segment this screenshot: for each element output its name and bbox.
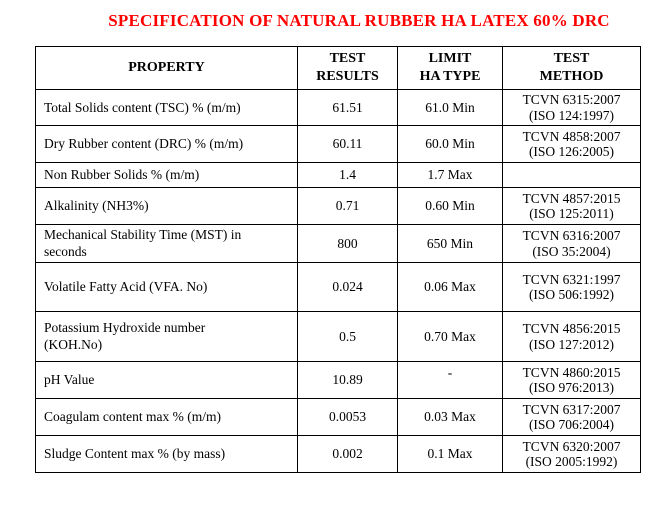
test-method-line-2: (ISO 127:2012) <box>528 336 615 352</box>
test-method-cell: TCVN 6321:1997 (ISO 506:1992) <box>502 262 641 313</box>
test-method-cell: TCVN 6316:2007 (ISO 35:2004) <box>502 224 641 264</box>
test-method-cell: TCVN 6315:2007 (ISO 124:1997) <box>502 89 641 127</box>
test-method-line-1: TCVN 6321:1997 <box>522 271 621 287</box>
table-row: Mechanical Stability Time (MST) in secon… <box>35 224 641 264</box>
property-line-1: Sludge Content max % (by mass) <box>44 446 226 462</box>
table-row: Potassium Hydroxide number (KOH.No) 0.5 … <box>35 311 641 363</box>
header-property: PROPERTY <box>35 46 298 91</box>
property-line-2: seconds <box>44 243 87 259</box>
limit-cell: 61.0 Min <box>397 89 503 127</box>
test-result-cell: 800 <box>297 224 398 264</box>
header-test-method-line1: TEST <box>553 51 590 67</box>
limit-cell: 1.7 Max <box>397 162 503 189</box>
property-cell: Mechanical Stability Time (MST) in secon… <box>35 224 298 264</box>
limit-cell: 0.03 Max <box>397 398 503 437</box>
property-cell: pH Value <box>35 361 298 400</box>
property-cell: Dry Rubber content (DRC) % (m/m) <box>35 125 298 164</box>
property-cell: Sludge Content max % (by mass) <box>35 435 298 474</box>
property-line-1: Alkalinity (NH3%) <box>44 198 149 214</box>
test-method-line-2: (ISO 506:1992) <box>528 287 615 303</box>
test-method-cell: TCVN 4860:2015 (ISO 976:2013) <box>502 361 641 400</box>
test-method-cell: TCVN 4858:2007 (ISO 126:2005) <box>502 125 641 164</box>
test-result-cell: 10.89 <box>297 361 398 400</box>
test-method-line-2: (ISO 706:2004) <box>528 417 615 433</box>
page: SPECIFICATION OF NATURAL RUBBER HA LATEX… <box>35 11 641 474</box>
test-method-line-1: TCVN 4858:2007 <box>522 128 621 144</box>
test-method-line-2: (ISO 976:2013) <box>528 380 615 396</box>
header-limit-line1: LIMIT <box>428 51 472 67</box>
property-line-1: Mechanical Stability Time (MST) in <box>44 227 242 243</box>
table-row: pH Value 10.89 - TCVN 4860:2015 (ISO 976… <box>35 361 641 400</box>
property-cell: Non Rubber Solids % (m/m) <box>35 162 298 189</box>
header-test-results: TEST RESULTS <box>297 46 398 91</box>
test-method-line-2: (ISO 124:1997) <box>528 107 615 123</box>
test-method-cell <box>502 162 641 189</box>
header-test-method-line2: METHOD <box>539 69 604 85</box>
header-test-results-line2: RESULTS <box>316 69 379 85</box>
test-method-line-1: TCVN 6317:2007 <box>522 401 621 417</box>
spec-table: PROPERTY TEST RESULTS LIMIT HA TYPE TEST… <box>35 46 641 474</box>
test-method-line-1: TCVN 6316:2007 <box>522 228 621 244</box>
test-result-cell: 0.5 <box>297 311 398 363</box>
test-method-line-2: (ISO 126:2005) <box>528 144 615 160</box>
property-cell: Alkalinity (NH3%) <box>35 187 298 226</box>
property-line-1: Potassium Hydroxide number <box>44 320 206 336</box>
test-method-line-1: TCVN 4857:2015 <box>522 190 621 206</box>
test-result-cell: 0.002 <box>297 435 398 474</box>
test-result-cell: 60.11 <box>297 125 398 164</box>
property-line-1: Dry Rubber content (DRC) % (m/m) <box>44 136 244 152</box>
property-line-1: Coagulam content max % (m/m) <box>44 409 221 425</box>
limit-cell: - <box>397 361 503 400</box>
test-result-cell: 0.0053 <box>297 398 398 437</box>
table-row: Coagulam content max % (m/m) 0.0053 0.03… <box>35 398 641 437</box>
test-method-line-1: TCVN 6315:2007 <box>522 92 621 108</box>
property-line-1: Non Rubber Solids % (m/m) <box>44 167 200 183</box>
limit-cell: 0.70 Max <box>397 311 503 363</box>
test-result-cell: 61.51 <box>297 89 398 127</box>
test-result-cell: 0.71 <box>297 187 398 226</box>
limit-cell: 0.1 Max <box>397 435 503 474</box>
limit-cell: 0.06 Max <box>397 262 503 313</box>
header-test-method: TEST METHOD <box>502 46 641 91</box>
property-line-2: (KOH.No) <box>44 336 103 352</box>
page-title: SPECIFICATION OF NATURAL RUBBER HA LATEX… <box>108 11 610 30</box>
table-row: Volatile Fatty Acid (VFA. No) 0.024 0.06… <box>35 262 641 313</box>
test-method-line-1: TCVN 6320:2007 <box>522 438 621 454</box>
table-row: Total Solids content (TSC) % (m/m) 61.51… <box>35 89 641 127</box>
table-body: Total Solids content (TSC) % (m/m) 61.51… <box>35 89 641 474</box>
table-row: Sludge Content max % (by mass) 0.002 0.1… <box>35 435 641 474</box>
test-result-cell: 1.4 <box>297 162 398 189</box>
table-header-row: PROPERTY TEST RESULTS LIMIT HA TYPE TEST… <box>35 46 641 91</box>
header-property-label: PROPERTY <box>128 60 205 76</box>
table-row: Non Rubber Solids % (m/m) 1.4 1.7 Max <box>35 162 641 189</box>
property-line-1: Total Solids content (TSC) % (m/m) <box>44 99 241 115</box>
test-method-cell: TCVN 4857:2015 (ISO 125:2011) <box>502 187 641 226</box>
table-row: Alkalinity (NH3%) 0.71 0.60 Min TCVN 485… <box>35 187 641 226</box>
property-cell: Coagulam content max % (m/m) <box>35 398 298 437</box>
property-cell: Total Solids content (TSC) % (m/m) <box>35 89 298 127</box>
header-test-results-line1: TEST <box>329 51 366 67</box>
limit-cell: 60.0 Min <box>397 125 503 164</box>
limit-cell: 0.60 Min <box>397 187 503 226</box>
property-line-1: Volatile Fatty Acid (VFA. No) <box>44 279 208 295</box>
test-method-cell: TCVN 4856:2015 (ISO 127:2012) <box>502 311 641 363</box>
test-method-cell: TCVN 6320:2007 (ISO 2005:1992) <box>502 435 641 474</box>
test-result-cell: 0.024 <box>297 262 398 313</box>
header-limit-ha-type: LIMIT HA TYPE <box>397 46 503 91</box>
limit-cell: 650 Min <box>397 224 503 264</box>
test-method-line-1: TCVN 4856:2015 <box>522 321 621 337</box>
test-method-line-1: TCVN 4860:2015 <box>522 364 621 380</box>
table-row: Dry Rubber content (DRC) % (m/m) 60.11 6… <box>35 125 641 164</box>
property-cell: Volatile Fatty Acid (VFA. No) <box>35 262 298 313</box>
property-line-1: pH Value <box>44 372 95 388</box>
test-method-line-2: (ISO 2005:1992) <box>525 454 618 470</box>
property-cell: Potassium Hydroxide number (KOH.No) <box>35 311 298 363</box>
header-limit-line2: HA TYPE <box>419 69 481 85</box>
test-method-cell: TCVN 6317:2007 (ISO 706:2004) <box>502 398 641 437</box>
test-method-line-2: (ISO 125:2011) <box>529 206 614 222</box>
test-method-line-2: (ISO 35:2004) <box>532 243 611 259</box>
